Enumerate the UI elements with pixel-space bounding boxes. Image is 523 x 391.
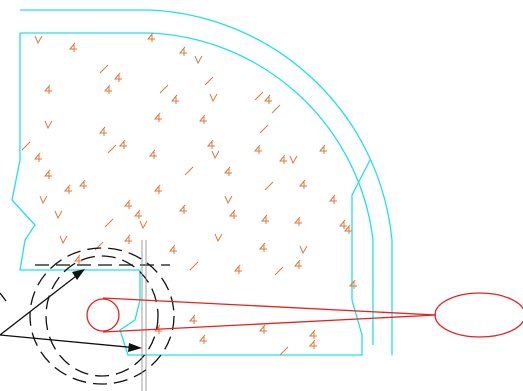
inner-boundary-line: [20, 32, 374, 345]
hatch-glyph: [308, 329, 317, 337]
hatch-glyph: [188, 314, 197, 322]
leader-arrow-right: [0, 334, 139, 349]
hatch-stroke: [271, 104, 281, 114]
hatch-glyph: [113, 72, 122, 80]
detail-callout-circle-inner: [45, 255, 159, 377]
hatch-stroke: [107, 144, 117, 154]
arrowhead-up: [72, 269, 85, 280]
hatch-glyph: [168, 244, 177, 252]
hatch-glyph: [258, 242, 267, 250]
hatch-vee: [289, 155, 298, 165]
leader-stub: [0, 292, 7, 302]
hatch-glyph: [63, 184, 72, 192]
hatch-glyph: [293, 216, 302, 224]
hatch-vee: [214, 233, 223, 243]
hatch-glyph: [223, 166, 232, 174]
hatch-vee: [39, 195, 48, 205]
hatch-glyph: [233, 264, 242, 272]
hatch-vee: [299, 245, 308, 255]
concrete-hatch-pattern: [21, 32, 357, 356]
hatch-glyph: [328, 194, 337, 202]
hatch-glyph: [178, 204, 187, 212]
hatch-glyph: [73, 254, 82, 262]
pipe-line-top: [102, 297, 437, 316]
hatch-glyph: [133, 209, 142, 217]
hatch-glyph: [33, 152, 42, 160]
hatch-glyph: [263, 94, 272, 102]
hatch-glyph: [146, 32, 155, 40]
hatch-stroke: [259, 124, 269, 134]
slab-outline: [11, 33, 371, 356]
hatch-stroke: [99, 64, 109, 74]
hatch-glyph: [68, 42, 77, 50]
hatch-glyph: [123, 234, 132, 242]
hatch-glyph: [198, 114, 207, 122]
hatch-vee: [211, 150, 220, 160]
hatch-glyph: [153, 112, 162, 120]
hatch-stroke: [264, 181, 274, 191]
pipe-end-ellipse: [434, 292, 523, 338]
hatch-glyph: [338, 219, 347, 227]
hatch-glyph: [198, 334, 207, 342]
hatch-stroke: [279, 346, 289, 356]
arrowhead-right: [128, 343, 142, 352]
hatch-glyph: [253, 144, 262, 152]
hatch-glyph: [153, 184, 162, 192]
hatch-glyph: [258, 324, 267, 332]
leader-arrow-up: [0, 272, 81, 336]
hatch-glyph: [228, 209, 237, 217]
hatch-glyph: [308, 339, 317, 347]
hatch-glyph: [118, 139, 127, 147]
hatch-glyph: [170, 94, 179, 102]
hatch-glyph: [298, 179, 307, 187]
hatch-vee: [209, 93, 218, 103]
hatch-vee: [194, 55, 203, 65]
hatch-glyph: [278, 154, 287, 162]
hatch-glyph: [178, 46, 187, 54]
hatch-stroke: [21, 141, 31, 151]
hatch-glyph: [78, 179, 87, 187]
hatch-stroke: [204, 76, 214, 86]
pipe-line-bottom: [102, 314, 437, 333]
hatch-stroke: [189, 261, 199, 271]
hatch-glyph: [293, 259, 302, 267]
hatch-stroke: [274, 266, 284, 276]
hatch-vee: [34, 35, 43, 45]
hatch-glyph: [206, 139, 215, 147]
hatch-glyph: [43, 169, 52, 177]
hatch-glyph: [348, 279, 357, 287]
hatch-vee: [59, 235, 68, 245]
hatch-glyph: [153, 324, 162, 332]
detail-callout-circle-outer: [29, 247, 175, 385]
hatch-glyph: [318, 144, 327, 152]
outer-boundary-line: [20, 9, 393, 355]
hatch-vee: [224, 195, 233, 205]
hatch-glyph: [103, 84, 112, 92]
hatch-stroke: [104, 218, 114, 228]
hatch-glyph: [98, 126, 107, 134]
hatch-glyph: [148, 149, 157, 157]
hatch-stroke: [254, 91, 264, 101]
hatch-vee: [54, 210, 63, 220]
hatch-glyph: [260, 214, 269, 222]
hatch-vee: [139, 220, 148, 230]
hatch-vee: [44, 120, 53, 130]
hatch-glyph: [43, 84, 52, 92]
hatch-stroke: [184, 166, 194, 176]
pipe-end-circle: [86, 298, 120, 332]
hatch-stroke: [159, 84, 169, 94]
hatch-glyph: [343, 224, 352, 232]
hatch-glyph: [123, 199, 132, 207]
